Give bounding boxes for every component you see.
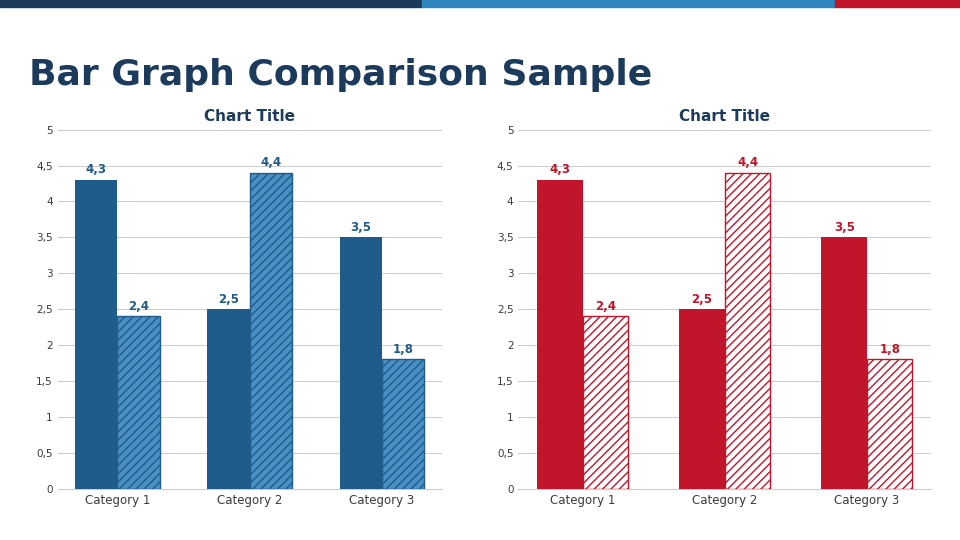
Text: 16: 16 <box>918 510 940 524</box>
Bar <box>382 360 424 489</box>
Text: 4,4: 4,4 <box>260 156 281 169</box>
Bar <box>835 0 960 7</box>
Bar <box>0 0 422 7</box>
Bar <box>680 309 725 489</box>
Bar <box>75 180 117 489</box>
Text: 4,3: 4,3 <box>85 163 107 176</box>
Bar <box>725 173 770 489</box>
Text: 2,5: 2,5 <box>691 293 712 306</box>
Text: 4,3: 4,3 <box>549 163 570 176</box>
Bar <box>340 238 382 489</box>
Bar <box>822 238 867 489</box>
Title: Chart Title: Chart Title <box>680 109 770 124</box>
Bar <box>538 180 583 489</box>
Bar <box>207 309 250 489</box>
Text: 4,4: 4,4 <box>737 156 758 169</box>
Text: 1,8: 1,8 <box>879 343 900 356</box>
Text: 3,5: 3,5 <box>350 221 372 234</box>
Bar <box>583 316 628 489</box>
Title: Chart Title: Chart Title <box>204 109 295 124</box>
Bar <box>422 0 835 7</box>
Text: 3,5: 3,5 <box>833 221 854 234</box>
Text: 2,5: 2,5 <box>218 293 239 306</box>
Bar <box>117 316 159 489</box>
Text: 2,4: 2,4 <box>595 300 616 313</box>
Text: 1,8: 1,8 <box>393 343 414 356</box>
Bar <box>250 173 292 489</box>
Text: Bar Graph Comparison Sample: Bar Graph Comparison Sample <box>29 58 652 92</box>
Bar <box>867 360 912 489</box>
Text: 2,4: 2,4 <box>128 300 149 313</box>
